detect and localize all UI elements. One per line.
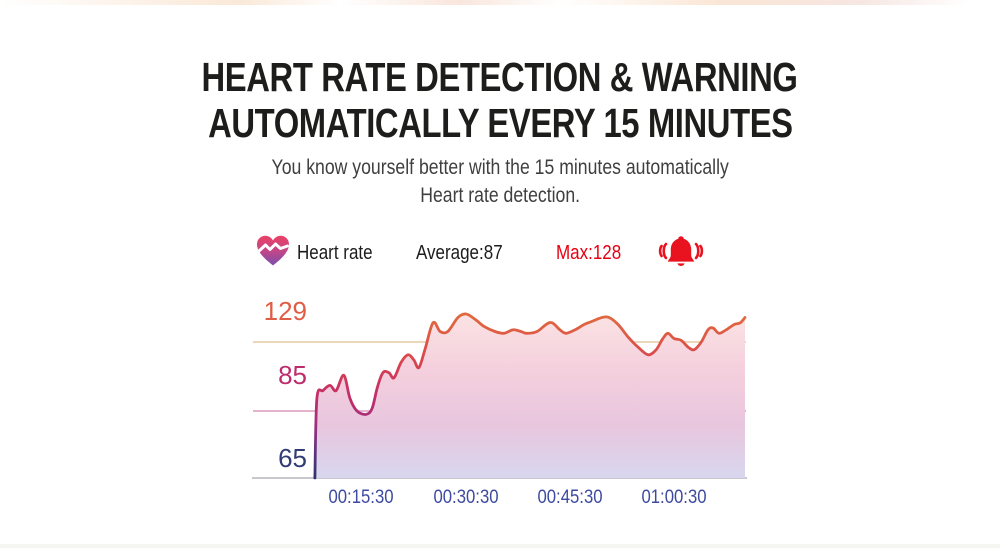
y-axis-label-65: 65 <box>278 443 307 473</box>
heart-pulse-icon <box>257 235 289 266</box>
legend-max-value: Max:128 <box>556 242 622 264</box>
ringing-bell-icon <box>658 236 704 266</box>
x-axis-label-2: 00:30:30 <box>433 487 499 508</box>
x-axis-label-1: 00:15:30 <box>328 487 394 508</box>
page-bottom-decoration <box>0 544 1000 548</box>
y-axis-label-129: 129 <box>263 296 307 326</box>
subtitle-line-2: Heart rate detection. <box>420 184 580 207</box>
subtitle-line-1: You know yourself better with the 15 min… <box>271 156 729 179</box>
chart-legend: Heart rate Average:87 Max:128 <box>0 230 1000 274</box>
x-axis-label-3: 00:45:30 <box>537 487 603 508</box>
legend-average-value: Average:87 <box>416 242 503 264</box>
legend-series-label: Heart rate <box>297 242 373 264</box>
page-subtitle: You know yourself better with the 15 min… <box>0 154 1000 210</box>
heart-rate-area-fill <box>314 313 745 478</box>
x-axis-label-4: 01:00:30 <box>641 487 707 508</box>
heart-rate-line <box>313 312 747 480</box>
page-top-decoration <box>0 0 1000 5</box>
page-title: HEART RATE DETECTION & WARNING AUTOMATIC… <box>0 54 1000 146</box>
title-line-2: AUTOMATICALLY EVERY 15 MINUTES <box>207 100 793 146</box>
title-line-1: HEART RATE DETECTION & WARNING <box>201 54 798 100</box>
y-axis-label-85: 85 <box>278 360 307 390</box>
